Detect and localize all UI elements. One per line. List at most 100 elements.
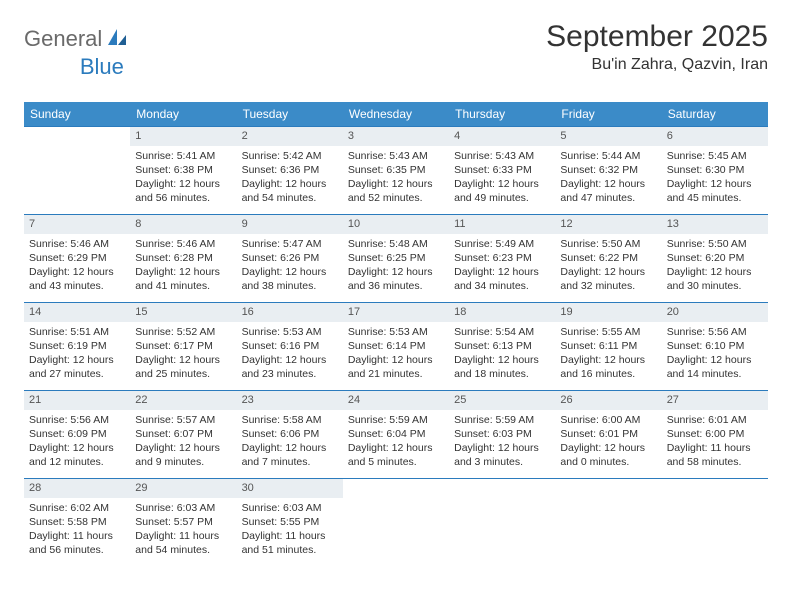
daylight-line: Daylight: 12 hours and 5 minutes. — [348, 441, 444, 469]
sunset-line: Sunset: 6:19 PM — [29, 339, 125, 353]
day-number: 3 — [343, 127, 449, 146]
day-content: Sunrise: 6:03 AMSunset: 5:55 PMDaylight:… — [237, 498, 343, 563]
sunrise-line: Sunrise: 6:00 AM — [560, 413, 656, 427]
sunrise-line: Sunrise: 5:44 AM — [560, 149, 656, 163]
day-number: 8 — [130, 215, 236, 234]
day-content: Sunrise: 5:52 AMSunset: 6:17 PMDaylight:… — [130, 322, 236, 387]
daylight-line: Daylight: 12 hours and 14 minutes. — [667, 353, 763, 381]
day-cell: 9Sunrise: 5:47 AMSunset: 6:26 PMDaylight… — [237, 215, 343, 303]
sunset-line: Sunset: 6:36 PM — [242, 163, 338, 177]
sunset-line: Sunset: 6:11 PM — [560, 339, 656, 353]
sunset-line: Sunset: 6:10 PM — [667, 339, 763, 353]
day-content: Sunrise: 5:57 AMSunset: 6:07 PMDaylight:… — [130, 410, 236, 475]
daylight-line: Daylight: 12 hours and 7 minutes. — [242, 441, 338, 469]
day-content: Sunrise: 5:50 AMSunset: 6:22 PMDaylight:… — [555, 234, 661, 299]
day-number: 11 — [449, 215, 555, 234]
sunset-line: Sunset: 6:07 PM — [135, 427, 231, 441]
day-content: Sunrise: 5:44 AMSunset: 6:32 PMDaylight:… — [555, 146, 661, 211]
day-content: Sunrise: 5:42 AMSunset: 6:36 PMDaylight:… — [237, 146, 343, 211]
day-content: Sunrise: 5:59 AMSunset: 6:04 PMDaylight:… — [343, 410, 449, 475]
daylight-line: Daylight: 12 hours and 25 minutes. — [135, 353, 231, 381]
daylight-line: Daylight: 11 hours and 58 minutes. — [667, 441, 763, 469]
day-number: 1 — [130, 127, 236, 146]
daylight-line: Daylight: 12 hours and 9 minutes. — [135, 441, 231, 469]
day-number: 9 — [237, 215, 343, 234]
day-cell: 6Sunrise: 5:45 AMSunset: 6:30 PMDaylight… — [662, 127, 768, 215]
day-cell: 24Sunrise: 5:59 AMSunset: 6:04 PMDayligh… — [343, 391, 449, 479]
sunset-line: Sunset: 6:06 PM — [242, 427, 338, 441]
calendar-table: SundayMondayTuesdayWednesdayThursdayFrid… — [24, 102, 768, 567]
day-content: Sunrise: 5:51 AMSunset: 6:19 PMDaylight:… — [24, 322, 130, 387]
day-cell: . — [24, 127, 130, 215]
sunrise-line: Sunrise: 5:52 AM — [135, 325, 231, 339]
day-cell: 13Sunrise: 5:50 AMSunset: 6:20 PMDayligh… — [662, 215, 768, 303]
day-cell: 1Sunrise: 5:41 AMSunset: 6:38 PMDaylight… — [130, 127, 236, 215]
day-cell: 21Sunrise: 5:56 AMSunset: 6:09 PMDayligh… — [24, 391, 130, 479]
day-cell: . — [662, 479, 768, 567]
day-cell: 4Sunrise: 5:43 AMSunset: 6:33 PMDaylight… — [449, 127, 555, 215]
day-cell: 2Sunrise: 5:42 AMSunset: 6:36 PMDaylight… — [237, 127, 343, 215]
sunrise-line: Sunrise: 5:50 AM — [560, 237, 656, 251]
day-content: Sunrise: 5:53 AMSunset: 6:14 PMDaylight:… — [343, 322, 449, 387]
sunrise-line: Sunrise: 5:55 AM — [560, 325, 656, 339]
title-block: September 2025 Bu'in Zahra, Qazvin, Iran — [546, 20, 768, 74]
sunrise-line: Sunrise: 5:51 AM — [29, 325, 125, 339]
sunset-line: Sunset: 6:29 PM — [29, 251, 125, 265]
daylight-line: Daylight: 12 hours and 12 minutes. — [29, 441, 125, 469]
days-of-week-row: SundayMondayTuesdayWednesdayThursdayFrid… — [24, 102, 768, 127]
day-content: Sunrise: 5:43 AMSunset: 6:35 PMDaylight:… — [343, 146, 449, 211]
day-number: 14 — [24, 303, 130, 322]
day-number: 23 — [237, 391, 343, 410]
daylight-line: Daylight: 11 hours and 56 minutes. — [29, 529, 125, 557]
day-number: 4 — [449, 127, 555, 146]
day-content: Sunrise: 5:50 AMSunset: 6:20 PMDaylight:… — [662, 234, 768, 299]
day-content: Sunrise: 5:53 AMSunset: 6:16 PMDaylight:… — [237, 322, 343, 387]
sunset-line: Sunset: 6:09 PM — [29, 427, 125, 441]
day-content: Sunrise: 5:58 AMSunset: 6:06 PMDaylight:… — [237, 410, 343, 475]
day-number: 16 — [237, 303, 343, 322]
sunrise-line: Sunrise: 5:41 AM — [135, 149, 231, 163]
sunrise-line: Sunrise: 5:56 AM — [667, 325, 763, 339]
sunset-line: Sunset: 5:58 PM — [29, 515, 125, 529]
sunset-line: Sunset: 6:16 PM — [242, 339, 338, 353]
sunset-line: Sunset: 6:00 PM — [667, 427, 763, 441]
daylight-line: Daylight: 12 hours and 18 minutes. — [454, 353, 550, 381]
day-content: Sunrise: 5:49 AMSunset: 6:23 PMDaylight:… — [449, 234, 555, 299]
day-number: 24 — [343, 391, 449, 410]
daylight-line: Daylight: 12 hours and 52 minutes. — [348, 177, 444, 205]
sunrise-line: Sunrise: 5:50 AM — [667, 237, 763, 251]
sunset-line: Sunset: 5:55 PM — [242, 515, 338, 529]
day-cell: 19Sunrise: 5:55 AMSunset: 6:11 PMDayligh… — [555, 303, 661, 391]
sunset-line: Sunset: 6:38 PM — [135, 163, 231, 177]
day-number: 29 — [130, 479, 236, 498]
week-row: 7Sunrise: 5:46 AMSunset: 6:29 PMDaylight… — [24, 215, 768, 303]
day-number: 13 — [662, 215, 768, 234]
sunrise-line: Sunrise: 5:47 AM — [242, 237, 338, 251]
day-number: 2 — [237, 127, 343, 146]
sunset-line: Sunset: 6:20 PM — [667, 251, 763, 265]
day-cell: 20Sunrise: 5:56 AMSunset: 6:10 PMDayligh… — [662, 303, 768, 391]
sunrise-line: Sunrise: 5:49 AM — [454, 237, 550, 251]
daylight-line: Daylight: 12 hours and 45 minutes. — [667, 177, 763, 205]
day-content: Sunrise: 5:45 AMSunset: 6:30 PMDaylight:… — [662, 146, 768, 211]
sunrise-line: Sunrise: 5:59 AM — [348, 413, 444, 427]
sunset-line: Sunset: 6:35 PM — [348, 163, 444, 177]
sunrise-line: Sunrise: 5:46 AM — [29, 237, 125, 251]
sunset-line: Sunset: 6:26 PM — [242, 251, 338, 265]
day-number: 17 — [343, 303, 449, 322]
day-content: Sunrise: 5:47 AMSunset: 6:26 PMDaylight:… — [237, 234, 343, 299]
sunset-line: Sunset: 6:30 PM — [667, 163, 763, 177]
sunset-line: Sunset: 6:32 PM — [560, 163, 656, 177]
day-number: 28 — [24, 479, 130, 498]
dow-header: Thursday — [449, 102, 555, 127]
week-row: .1Sunrise: 5:41 AMSunset: 6:38 PMDayligh… — [24, 127, 768, 215]
day-cell: 11Sunrise: 5:49 AMSunset: 6:23 PMDayligh… — [449, 215, 555, 303]
daylight-line: Daylight: 12 hours and 16 minutes. — [560, 353, 656, 381]
day-cell: 25Sunrise: 5:59 AMSunset: 6:03 PMDayligh… — [449, 391, 555, 479]
day-content: Sunrise: 6:03 AMSunset: 5:57 PMDaylight:… — [130, 498, 236, 563]
day-content: Sunrise: 5:59 AMSunset: 6:03 PMDaylight:… — [449, 410, 555, 475]
day-content: Sunrise: 5:41 AMSunset: 6:38 PMDaylight:… — [130, 146, 236, 211]
sunrise-line: Sunrise: 5:56 AM — [29, 413, 125, 427]
week-row: 28Sunrise: 6:02 AMSunset: 5:58 PMDayligh… — [24, 479, 768, 567]
day-cell: 8Sunrise: 5:46 AMSunset: 6:28 PMDaylight… — [130, 215, 236, 303]
